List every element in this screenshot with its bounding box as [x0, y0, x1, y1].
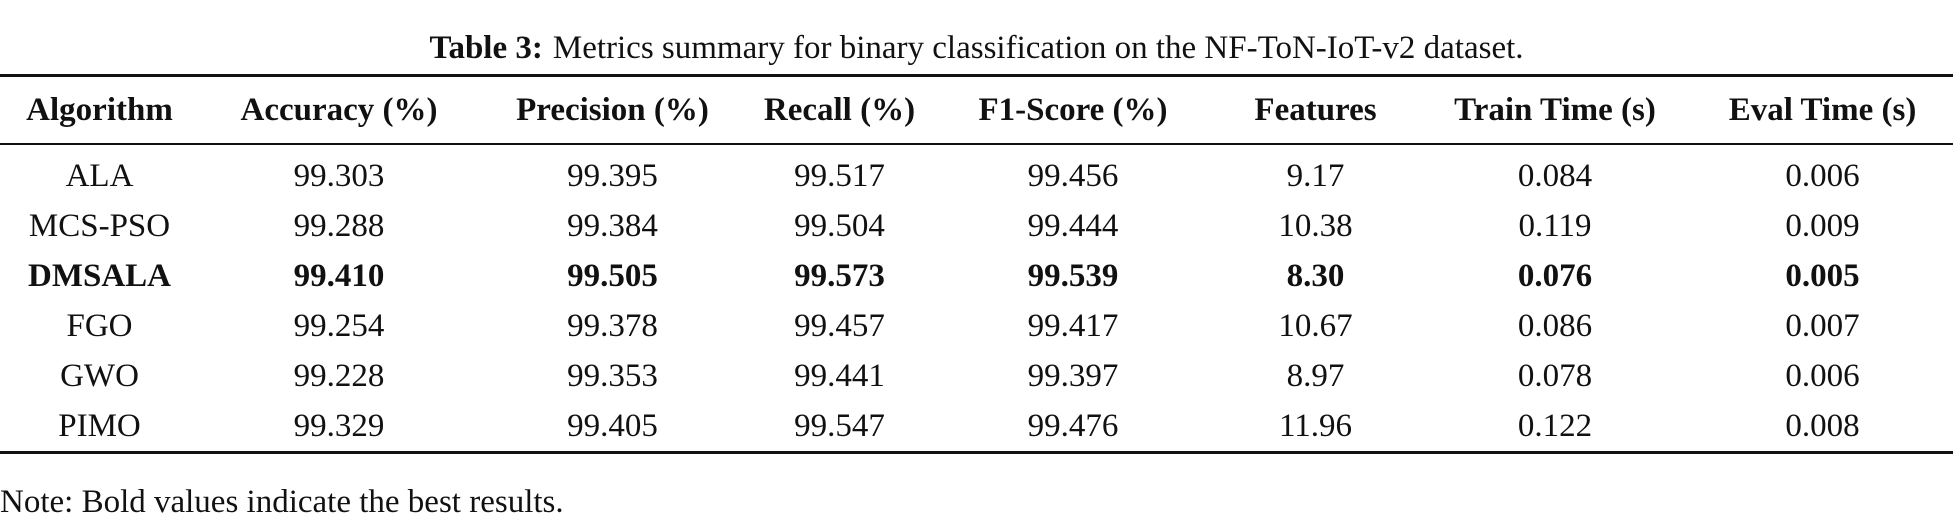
caption-text: Metrics summary for binary classificatio… — [552, 30, 1524, 66]
metric-cell: 99.329 — [293, 407, 385, 444]
metric-cell: 0.009 — [1785, 207, 1860, 244]
metric-cell: 99.573 — [794, 257, 885, 294]
metric-cell: 99.457 — [794, 307, 885, 344]
metric-cell: 99.505 — [567, 257, 658, 294]
metric-cell: 99.395 — [567, 157, 658, 194]
metric-cell: 0.006 — [1785, 157, 1860, 194]
metric-cell: 99.397 — [1027, 357, 1119, 394]
algorithm-cell: PIMO — [58, 407, 141, 444]
table-body: ALA 99.303 99.395 99.517 99.456 9.17 0.084 0.00… — [0, 144, 1953, 453]
metric-cell: 99.378 — [567, 307, 658, 344]
algorithm-cell: MCS-PSO — [28, 207, 171, 244]
metric-cell: 99.504 — [794, 207, 885, 244]
column-header: Train Time (s) — [1454, 91, 1656, 128]
caption-label: Table 3: — [429, 30, 543, 66]
metric-cell: 99.441 — [794, 357, 885, 394]
metric-cell: 99.405 — [567, 407, 658, 444]
metric-cell: 0.122 — [1517, 407, 1593, 444]
table-row: MCS-PSO 99.288 99.384 99.504 99.444 10.38 0.11… — [0, 201, 1953, 251]
table-row: GWO 99.228 99.353 99.441 99.397 8.97 0.078 0.00… — [0, 351, 1953, 401]
metric-cell: 0.005 — [1785, 257, 1860, 294]
table-note: Note: Bold values indicate the best resu… — [0, 484, 564, 520]
metric-cell: 99.517 — [794, 157, 885, 194]
column-header: F1-Score (%) — [978, 91, 1168, 128]
table-row: ALA 99.303 99.395 99.517 99.456 9.17 0.084 0.00… — [0, 144, 1953, 201]
metric-cell: 10.38 — [1278, 207, 1353, 244]
table-row: PIMO 99.329 99.405 99.547 99.476 11.96 0.122 0.… — [0, 401, 1953, 453]
metric-cell: 10.67 — [1278, 307, 1353, 344]
metric-cell: 0.076 — [1517, 257, 1593, 294]
header-row: Algorithm Accuracy (%) Precision (%) Recall… — [0, 75, 1953, 144]
column-header: Eval Time (s) — [1728, 91, 1917, 128]
algorithm-cell: FGO — [66, 307, 133, 344]
metrics-table: Algorithm Accuracy (%) Precision (%) Recall… — [0, 74, 1953, 454]
metric-cell: 9.17 — [1286, 157, 1345, 194]
table-caption: Table 3: Metrics summary for binary class… — [0, 30, 1953, 67]
metric-cell: 99.456 — [1027, 157, 1119, 194]
metric-cell: 99.547 — [794, 407, 885, 444]
metric-cell: 8.30 — [1286, 257, 1345, 294]
table-row: DMSALA 99.410 99.505 99.573 99.539 8.30 0.076 0… — [0, 251, 1953, 301]
column-header: Precision (%) — [516, 91, 709, 128]
metric-cell: 0.078 — [1517, 357, 1593, 394]
metric-cell: 99.444 — [1027, 207, 1119, 244]
metric-cell: 8.97 — [1286, 357, 1345, 394]
metric-cell: 99.476 — [1027, 407, 1119, 444]
metric-cell: 99.353 — [567, 357, 658, 394]
table-header: Algorithm Accuracy (%) Precision (%) Recall… — [0, 75, 1953, 144]
metric-cell: 99.254 — [293, 307, 385, 344]
metric-cell: 99.410 — [293, 257, 385, 294]
metric-cell: 99.384 — [567, 207, 658, 244]
metric-cell: 99.288 — [293, 207, 385, 244]
metric-cell: 11.96 — [1278, 407, 1353, 444]
algorithm-cell: DMSALA — [27, 257, 171, 294]
column-header: Recall (%) — [763, 91, 916, 128]
metric-cell: 0.008 — [1785, 407, 1860, 444]
algorithm-cell: GWO — [60, 357, 139, 394]
metric-cell: 0.084 — [1517, 157, 1593, 194]
table-row: FGO 99.254 99.378 99.457 99.417 10.67 0.086 0.0… — [0, 301, 1953, 351]
metric-cell: 99.417 — [1027, 307, 1119, 344]
column-header: Algorithm — [26, 91, 173, 128]
algorithm-cell: ALA — [65, 157, 134, 194]
column-header: Features — [1254, 91, 1377, 128]
metric-cell: 99.539 — [1027, 257, 1119, 294]
metric-cell: 0.086 — [1517, 307, 1593, 344]
column-header: Accuracy (%) — [240, 91, 438, 128]
metric-cell: 0.006 — [1785, 357, 1860, 394]
metric-cell: 99.303 — [293, 157, 385, 194]
metric-cell: 0.007 — [1785, 307, 1860, 344]
metric-cell: 99.228 — [293, 357, 385, 394]
metric-cell: 0.119 — [1518, 207, 1592, 244]
